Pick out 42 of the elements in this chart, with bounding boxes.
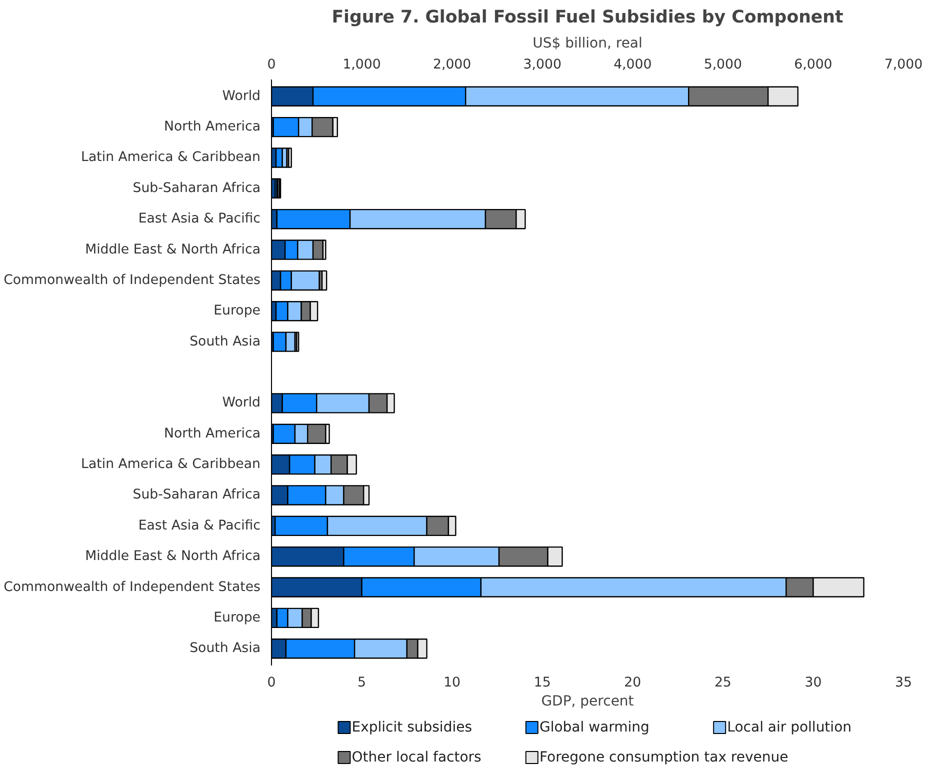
x-tick-label: 6,000 — [794, 58, 832, 72]
x-axis-title: GDP, percent — [541, 694, 634, 710]
legend-label: Global warming — [539, 720, 650, 736]
y-tick-label: South Asia — [190, 334, 261, 350]
x-tick-label: 1,000 — [342, 58, 381, 72]
x-tick-label: 7,000 — [884, 58, 923, 72]
legend-label: Explicit subsidies — [352, 720, 472, 736]
legend-label: Other local factors — [352, 750, 482, 766]
legend-label: Foregone consumption tax revenue — [539, 750, 788, 766]
y-tick-label: Europe — [214, 304, 261, 319]
x-tick-label: 10 — [444, 676, 461, 690]
y-tick-label: World — [222, 396, 261, 411]
y-tick-label: Commonwealth of Independent States — [4, 580, 261, 595]
x-tick-label: 0 — [267, 676, 276, 690]
x-tick-label: 35 — [895, 676, 912, 690]
y-tick-label: World — [222, 88, 261, 104]
x-tick-label: 25 — [714, 676, 732, 690]
x-tick-label: 5 — [358, 676, 366, 690]
x-tick-label: 5,000 — [704, 58, 742, 72]
y-tick-label: North America — [164, 120, 261, 135]
y-tick-label: Europe — [214, 610, 261, 626]
x-tick-label: 30 — [804, 676, 822, 690]
x-tick-label: 4,000 — [614, 58, 652, 72]
x-tick-label: 0 — [267, 58, 276, 72]
legend-label: Local air pollution — [727, 720, 852, 736]
y-tick-label: East Asia & Pacific — [138, 518, 261, 534]
y-tick-label: Sub-Saharan Africa — [132, 180, 261, 196]
y-tick-label: North America — [164, 426, 261, 442]
chart-title: Figure 7. Global Fossil Fuel Subsidies by Component — [332, 8, 844, 28]
y-tick-label: Middle East & North Africa — [85, 549, 261, 564]
x-tick-label: 20 — [624, 676, 642, 690]
y-tick-label: Latin America & Caribbean — [81, 457, 261, 472]
y-tick-label: East Asia & Pacific — [138, 212, 261, 227]
y-tick-label: Commonwealth of Independent States — [4, 272, 261, 288]
x-axis-title: US$ billion, real — [532, 36, 642, 52]
x-tick-label: 3,000 — [523, 58, 562, 72]
y-tick-label: South Asia — [190, 641, 261, 656]
y-tick-label: Middle East & North Africa — [85, 242, 261, 258]
y-tick-label: Latin America & Caribbean — [81, 150, 261, 166]
x-tick-label: 2,000 — [432, 58, 472, 72]
x-tick-label: 15 — [534, 676, 551, 690]
y-tick-label: Sub-Saharan Africa — [132, 488, 261, 503]
